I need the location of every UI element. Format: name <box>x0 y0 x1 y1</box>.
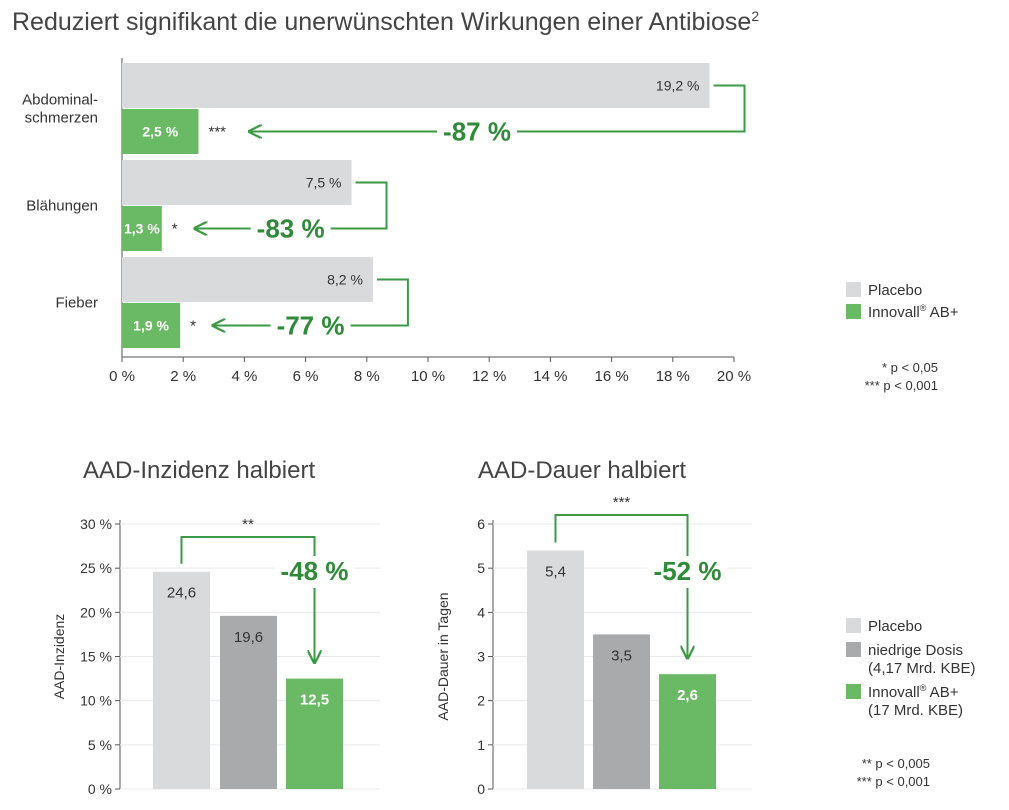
x-tick-label: 6 % <box>293 368 319 385</box>
value-label: 19,6 <box>234 629 263 646</box>
bar-placebo <box>122 63 710 108</box>
y-tick-label: 4 <box>477 604 485 620</box>
footnote: * p < 0,05 <box>882 360 938 375</box>
legend-label: (4,17 Mrd. KBE) <box>868 660 976 677</box>
category-label: Blähungen <box>26 198 98 215</box>
value-label: 12,5 <box>300 692 329 709</box>
reduction-label: -83 % <box>257 214 325 244</box>
y-tick-label: 6 <box>477 516 485 532</box>
significance-bracket <box>180 536 315 663</box>
reduction-bracket <box>330 181 388 230</box>
bar-innovall <box>122 303 181 348</box>
significance-marker: * <box>190 318 196 335</box>
bar-placebo <box>122 160 352 205</box>
y-tick-label: 30 % <box>80 516 112 532</box>
y-tick-label: 10 % <box>80 693 112 709</box>
value-label-placebo: 19,2 % <box>656 78 700 94</box>
y-tick-label: 20 % <box>80 604 112 620</box>
significance-marker: ** <box>242 516 254 533</box>
value-label-innovall: 1,3 % <box>124 221 160 237</box>
y-axis-label: AAD-Dauer in Tagen <box>435 592 451 720</box>
category-label: Abdominal- <box>22 92 98 109</box>
reduction-label: -87 % <box>443 117 511 147</box>
x-tick-label: 8 % <box>354 368 380 385</box>
y-tick-label: 2 <box>477 693 485 709</box>
bar-placebo <box>122 257 373 302</box>
bar-placebo <box>153 571 210 789</box>
category-label: schmerzen <box>25 110 98 127</box>
reduction-label: -77 % <box>277 311 345 341</box>
x-tick-label: 12 % <box>472 368 506 385</box>
legend-swatch <box>846 282 861 297</box>
top-chart: 0 % 2 % 4 % 6 % 8 % 10 % 12 % 14 % 16 % 18 % 20 % A… <box>22 58 751 385</box>
footnote: ** p < 0,005 <box>862 756 930 771</box>
chart-incidence: 0 % 5 % 10 % 15 % 20 % 25 % 30 % AAD-Inzidenz 24… <box>51 516 380 797</box>
x-tick-label: 4 % <box>231 368 257 385</box>
bar-innovall <box>286 678 343 789</box>
y-tick-label: 5 <box>477 560 485 576</box>
reduction-label: -48 % <box>281 556 349 586</box>
chart-duration: 0 1 2 3 4 5 6 AAD-Dauer in Tagen 5,4 3,5 2,6 *** -52… <box>435 494 752 797</box>
reduction-label-bg <box>274 556 355 588</box>
value-label: 2,6 <box>677 687 698 704</box>
legend-label: Placebo <box>868 618 922 635</box>
legend-label: Placebo <box>868 282 922 299</box>
legend-label: niedrige Dosis <box>868 642 963 659</box>
bar-innovall <box>659 674 716 789</box>
bar-low-dose <box>593 634 650 789</box>
bar-innovall <box>122 109 199 154</box>
legend-swatch <box>846 684 861 699</box>
x-tick-label: 18 % <box>656 368 690 385</box>
value-label: 5,4 <box>545 564 566 581</box>
x-tick-label: 0 % <box>109 368 135 385</box>
x-tick-label: 16 % <box>594 368 628 385</box>
significance-marker: * <box>172 221 178 238</box>
bar-placebo <box>527 550 584 789</box>
top-legend: Placebo Innovall® AB+ * p < 0,05 *** p < 0,… <box>846 282 959 393</box>
legend-label: (17 Mrd. KBE) <box>868 702 963 719</box>
main-title: Reduziert signifikant die unerwünschten … <box>12 8 759 36</box>
significance-marker: *** <box>209 124 227 141</box>
x-tick-label: 10 % <box>411 368 445 385</box>
y-tick-label: 0 <box>477 781 485 797</box>
value-label-placebo: 7,5 % <box>306 175 342 191</box>
y-tick-label: 15 % <box>80 649 112 665</box>
x-tick-label: 20 % <box>717 368 751 385</box>
reduction-bracket <box>350 278 409 327</box>
bar-low-dose <box>220 615 277 789</box>
y-axis-label: AAD-Inzidenz <box>51 614 67 700</box>
x-tick-label: 14 % <box>533 368 567 385</box>
legend-swatch <box>846 304 861 319</box>
footnote: *** p < 0,001 <box>857 774 930 789</box>
legend-swatch <box>846 618 861 633</box>
reduction-label-bg <box>647 556 728 588</box>
y-tick-label: 5 % <box>88 737 112 753</box>
value-label-innovall: 2,5 % <box>142 124 178 140</box>
y-tick-label: 25 % <box>80 560 112 576</box>
y-tick-label: 3 <box>477 649 485 665</box>
bottom-legend: Placebo niedrige Dosis(4,17 Mrd. KBE) Inno… <box>846 618 976 789</box>
reduction-label: -52 % <box>654 556 722 586</box>
chart-duration-title: AAD-Dauer halbiert <box>478 457 686 484</box>
value-label: 24,6 <box>167 585 196 602</box>
value-label: 3,5 <box>611 647 632 664</box>
legend-swatch <box>846 642 861 657</box>
footnote: *** p < 0,001 <box>865 378 938 393</box>
legend-label: Innovall® AB+ <box>868 303 959 321</box>
x-tick-label: 2 % <box>170 368 196 385</box>
legend-label: Innovall® AB+ <box>868 683 959 701</box>
reduction-bracket <box>517 84 746 133</box>
significance-marker: *** <box>613 494 631 511</box>
value-label-innovall: 1,9 % <box>133 318 169 334</box>
y-tick-label: 0 % <box>88 781 112 797</box>
value-label-placebo: 8,2 % <box>327 272 363 288</box>
y-tick-label: 1 <box>477 737 485 753</box>
category-label: Fieber <box>55 295 98 312</box>
bar-innovall <box>122 206 162 251</box>
chart-incidence-title: AAD-Inzidenz halbiert <box>83 457 315 484</box>
